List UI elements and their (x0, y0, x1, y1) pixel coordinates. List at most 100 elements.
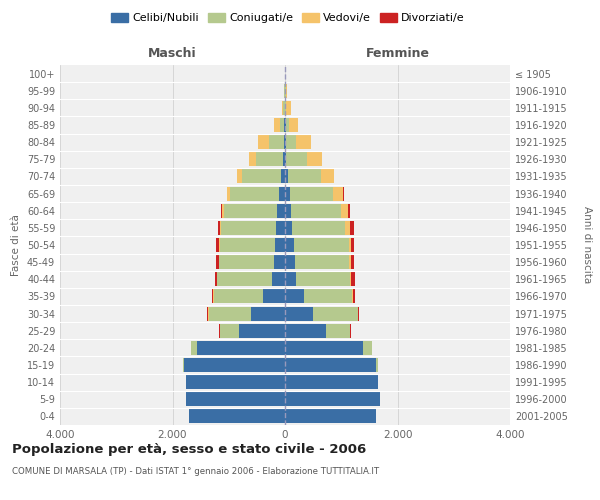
Bar (269, 135, 284, 149)
Bar (214, 290, 263, 304)
Bar (197, 341, 285, 355)
Text: Femmine: Femmine (365, 47, 430, 60)
Bar (290, 186, 334, 200)
Bar (296, 135, 311, 149)
Bar (221, 221, 276, 235)
Bar (242, 170, 281, 183)
Text: Popolazione per età, sesso e stato civile - 2006: Popolazione per età, sesso e stato civil… (12, 442, 366, 456)
Bar (292, 221, 346, 235)
Text: Maschi: Maschi (148, 47, 197, 60)
Bar (285, 358, 376, 372)
Bar (224, 204, 277, 218)
Bar (286, 152, 307, 166)
Bar (362, 341, 371, 355)
Bar (274, 118, 280, 132)
Bar (350, 272, 355, 286)
Bar (376, 358, 378, 372)
Bar (349, 255, 350, 269)
Bar (307, 152, 322, 166)
Bar (219, 255, 274, 269)
Bar (285, 152, 286, 166)
Bar (249, 152, 256, 166)
Bar (313, 306, 358, 320)
Text: COMUNE DI MARSALA (TP) - Dati ISTAT 1° gennaio 2006 - Elaborazione TUTTITALIA.IT: COMUNE DI MARSALA (TP) - Dati ISTAT 1° g… (12, 468, 379, 476)
Bar (346, 221, 350, 235)
Bar (272, 272, 285, 286)
Bar (351, 238, 355, 252)
Bar (186, 375, 285, 389)
Bar (281, 101, 283, 115)
Bar (284, 135, 285, 149)
Bar (285, 272, 296, 286)
Bar (186, 392, 285, 406)
Bar (217, 255, 218, 269)
Bar (220, 238, 275, 252)
Bar (341, 204, 348, 218)
Bar (285, 410, 376, 424)
Bar (280, 118, 284, 132)
Bar (290, 204, 341, 218)
Bar (184, 358, 285, 372)
Bar (285, 135, 286, 149)
Bar (348, 204, 350, 218)
Bar (285, 306, 313, 320)
Bar (285, 341, 362, 355)
Bar (283, 101, 284, 115)
Bar (258, 135, 269, 149)
Bar (304, 290, 352, 304)
Bar (238, 170, 242, 183)
Bar (212, 290, 214, 304)
Bar (209, 306, 251, 320)
Bar (285, 255, 295, 269)
Bar (285, 375, 378, 389)
Bar (350, 255, 353, 269)
Bar (286, 84, 287, 98)
Bar (277, 204, 285, 218)
Bar (285, 324, 325, 338)
Bar (285, 221, 292, 235)
Bar (285, 186, 290, 200)
Bar (286, 135, 296, 149)
Legend: Celibi/Nubili, Coniugati/e, Vedovi/e, Divorziati/e: Celibi/Nubili, Coniugati/e, Vedovi/e, Di… (107, 8, 469, 28)
Bar (284, 118, 285, 132)
Bar (220, 221, 221, 235)
Bar (285, 170, 287, 183)
Bar (350, 221, 353, 235)
Bar (256, 152, 283, 166)
Bar (321, 170, 334, 183)
Bar (239, 324, 285, 338)
Bar (349, 238, 351, 252)
Bar (251, 306, 285, 320)
Bar (295, 255, 349, 269)
Bar (281, 170, 285, 183)
Bar (334, 186, 343, 200)
Bar (215, 272, 217, 286)
Bar (285, 238, 294, 252)
Bar (285, 204, 290, 218)
Bar (286, 101, 290, 115)
Bar (230, 186, 279, 200)
Bar (189, 410, 285, 424)
Bar (191, 341, 197, 355)
Bar (287, 170, 321, 183)
Bar (294, 238, 349, 252)
Y-axis label: Anni di nascita: Anni di nascita (581, 206, 592, 284)
Bar (285, 392, 380, 406)
Bar (217, 272, 272, 286)
Bar (343, 186, 344, 200)
Bar (218, 221, 220, 235)
Bar (274, 255, 285, 269)
Bar (263, 290, 285, 304)
Bar (296, 272, 350, 286)
Bar (353, 290, 355, 304)
Bar (283, 152, 285, 166)
Bar (275, 238, 285, 252)
Bar (222, 204, 224, 218)
Bar (217, 238, 220, 252)
Bar (286, 118, 289, 132)
Bar (358, 306, 359, 320)
Bar (276, 221, 285, 235)
Bar (220, 324, 239, 338)
Bar (221, 204, 222, 218)
Bar (325, 324, 350, 338)
